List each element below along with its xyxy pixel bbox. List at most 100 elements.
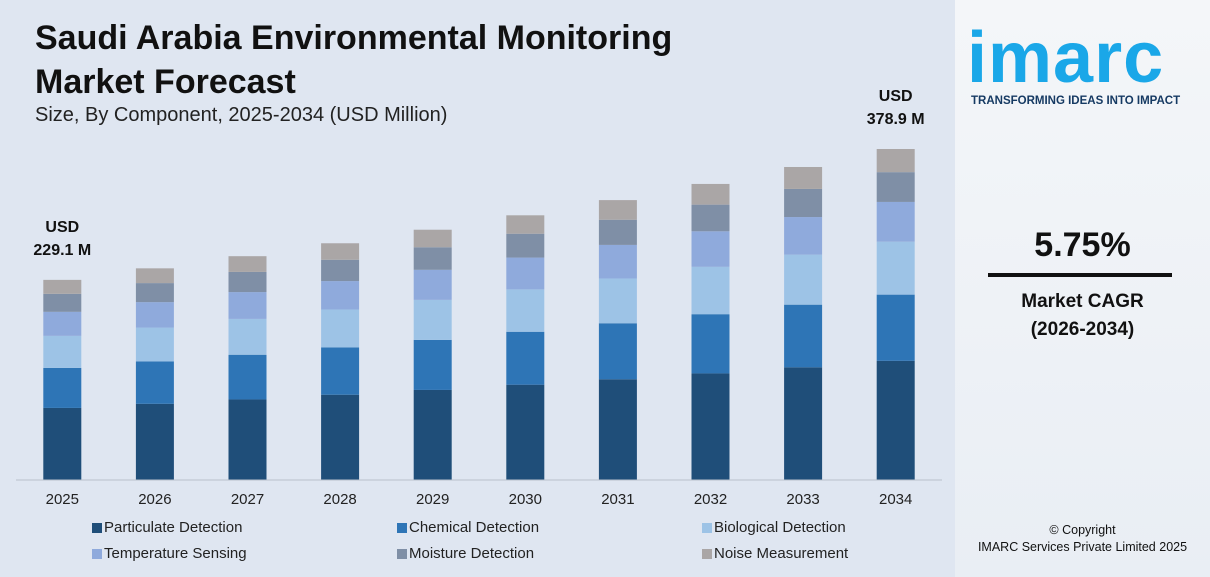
bar-segment xyxy=(691,231,730,267)
bar-segment xyxy=(228,354,267,400)
logo: imarc xyxy=(967,18,1165,98)
legend-label: Biological Detection xyxy=(714,519,846,536)
bar-segment xyxy=(43,311,82,336)
bar-segment xyxy=(228,271,267,293)
bar-segment xyxy=(413,299,452,340)
chart-subtitle: Size, By Component, 2025-2034 (USD Milli… xyxy=(35,104,448,126)
bar-segment xyxy=(135,268,174,284)
bar-segment xyxy=(413,339,452,390)
chart: 2025 2026 2027 2028 2029 2030 2031 2032 2033 2034… xyxy=(16,88,942,562)
bar-segment xyxy=(413,389,452,480)
x-tick-label: 2034 xyxy=(879,491,912,508)
copyright: © Copyright xyxy=(1049,523,1116,537)
bar-segment xyxy=(43,367,82,408)
bar-segment xyxy=(135,361,174,404)
bar-segment xyxy=(506,257,545,290)
bar-segment xyxy=(876,149,915,173)
bar-segment xyxy=(598,278,637,324)
legend-swatch xyxy=(92,549,102,559)
bar-segment xyxy=(598,219,637,245)
bar-segment xyxy=(598,323,637,380)
bar-segment xyxy=(784,166,823,189)
bar-segment xyxy=(228,399,267,480)
bar-segment xyxy=(43,335,82,368)
bar-segment xyxy=(784,367,823,480)
tagline: TRANSFORMING IDEAS INTO IMPACT xyxy=(971,95,1181,107)
legend-label: Temperature Sensing xyxy=(104,545,247,562)
bar-segment xyxy=(321,259,360,282)
bar-segment xyxy=(598,200,637,220)
total-label: 229.1 M xyxy=(33,242,91,259)
company: IMARC Services Private Limited 2025 xyxy=(977,540,1188,554)
bar-segment xyxy=(784,254,823,305)
bar-segment xyxy=(321,281,360,310)
bar-segment xyxy=(413,229,452,248)
x-tick-label: 2027 xyxy=(231,491,264,508)
cagr-period: (2026-2034) xyxy=(1030,319,1135,340)
bar-segment xyxy=(43,293,82,312)
bar-segment xyxy=(506,384,545,480)
cagr-label: Market CAGR xyxy=(1021,291,1144,312)
legend-label: Noise Measurement xyxy=(714,545,849,562)
bar-segment xyxy=(506,331,545,385)
legend-label: Chemical Detection xyxy=(409,519,539,536)
total-label: 378.9 M xyxy=(867,111,925,128)
bar-segment xyxy=(43,407,82,480)
legend-label: Particulate Detection xyxy=(104,519,242,536)
bar-segment xyxy=(784,188,823,218)
bar-segment xyxy=(691,266,730,315)
bar-segment xyxy=(598,379,637,480)
bar-segment xyxy=(321,347,360,395)
legend-swatch xyxy=(397,523,407,533)
bar-segment xyxy=(784,217,823,255)
bar-segment xyxy=(691,373,730,480)
bar-segment xyxy=(876,172,915,202)
bar-segment xyxy=(321,243,360,260)
legend-label: Moisture Detection xyxy=(409,545,534,562)
x-tick-label: 2030 xyxy=(509,491,542,508)
x-tick-label: 2031 xyxy=(601,491,634,508)
total-label: USD xyxy=(879,88,913,105)
bar-segment xyxy=(135,302,174,328)
bar-segment xyxy=(876,360,915,480)
legend-swatch xyxy=(397,549,407,559)
bar-segment xyxy=(506,233,545,258)
legend-swatch xyxy=(92,523,102,533)
bar-segment xyxy=(413,247,452,270)
bar-segment xyxy=(876,241,915,295)
bar-segment xyxy=(506,215,545,234)
legend-swatch xyxy=(702,523,712,533)
x-tick-label: 2025 xyxy=(46,491,79,508)
x-tick-label: 2028 xyxy=(323,491,356,508)
chart-title: Saudi Arabia Environmental Monitoring Ma… xyxy=(35,19,673,101)
bar-segment xyxy=(228,318,267,355)
cagr-value: 5.75% xyxy=(1034,226,1131,264)
bar-segment xyxy=(135,283,174,303)
chart-panel: Saudi Arabia Environmental Monitoring Ma… xyxy=(0,0,955,577)
bar-segment xyxy=(413,269,452,300)
x-tick-label: 2029 xyxy=(416,491,449,508)
bar-segment xyxy=(784,304,823,368)
bar-segment xyxy=(228,292,267,319)
x-tick-label: 2032 xyxy=(694,491,727,508)
x-tick-label: 2033 xyxy=(786,491,819,508)
bar-segment xyxy=(321,309,360,348)
x-tick-label: 2026 xyxy=(138,491,171,508)
bar-segment xyxy=(135,403,174,480)
bar-segment xyxy=(876,294,915,361)
bar-segment xyxy=(321,394,360,480)
bar-segment xyxy=(43,279,82,294)
sidebar: imarc TRANSFORMING IDEAS INTO IMPACT 5.7… xyxy=(955,0,1210,577)
legend-swatch xyxy=(702,549,712,559)
bar-segment xyxy=(691,204,730,232)
bar-segment xyxy=(228,256,267,272)
bar-segment xyxy=(135,327,174,362)
bar-segment xyxy=(598,244,637,279)
bar-segment xyxy=(506,289,545,332)
divider xyxy=(988,273,1172,277)
bar-segment xyxy=(691,314,730,374)
total-label: USD xyxy=(45,219,79,236)
bar-segment xyxy=(691,183,730,205)
bar-segment xyxy=(876,201,915,242)
